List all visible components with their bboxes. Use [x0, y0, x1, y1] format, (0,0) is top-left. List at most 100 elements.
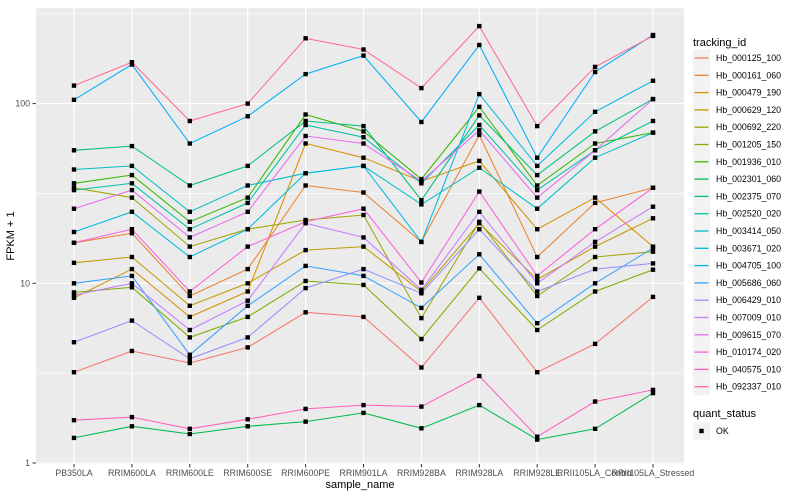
data-point — [477, 122, 482, 128]
data-point — [129, 209, 135, 214]
data-point — [71, 290, 77, 295]
data-point — [535, 434, 540, 439]
data-point — [477, 402, 482, 408]
data-point — [245, 244, 250, 249]
data-point — [303, 247, 308, 253]
data-point — [129, 172, 135, 178]
x-tick-label: RRIM600LA — [108, 468, 156, 478]
data-point — [71, 281, 77, 286]
data-point — [592, 141, 598, 146]
x-axis-title: sample_name — [325, 479, 394, 491]
data-point — [245, 163, 250, 169]
data-point — [361, 129, 366, 134]
data-point — [303, 141, 308, 146]
data-point — [477, 227, 482, 232]
data-point — [419, 179, 424, 184]
data-point — [187, 289, 192, 294]
data-point — [71, 418, 77, 423]
data-point — [303, 285, 308, 291]
data-point — [535, 293, 540, 299]
data-point — [592, 254, 598, 260]
data-point — [419, 202, 424, 207]
data-point — [245, 183, 250, 188]
data-point — [245, 417, 250, 422]
data-point — [592, 399, 598, 404]
data-point — [303, 133, 308, 139]
data-point — [535, 172, 540, 178]
data-point — [129, 414, 135, 420]
data-point — [592, 266, 598, 272]
data-point — [71, 181, 77, 186]
data-point — [535, 321, 540, 326]
legend-item-label: Hb_005686_060 — [716, 278, 781, 288]
data-point — [303, 406, 308, 412]
data-point — [535, 277, 540, 282]
data-point — [650, 294, 656, 300]
data-point — [71, 292, 77, 298]
legend-item-label: Hb_002520_020 — [716, 209, 781, 219]
data-point — [419, 305, 424, 311]
data-point — [303, 310, 308, 315]
data-point — [245, 266, 250, 272]
data-point — [361, 282, 366, 288]
data-point — [650, 216, 656, 221]
data-point — [187, 335, 192, 340]
data-point — [592, 69, 598, 75]
data-point — [245, 209, 250, 214]
legend-item-label: Hb_092337_010 — [716, 382, 781, 392]
legend-item-label: Hb_001936_010 — [716, 157, 781, 167]
data-point — [129, 187, 135, 193]
data-point — [650, 118, 656, 124]
data-point — [129, 231, 135, 236]
data-point — [361, 123, 366, 129]
legend-item-label: Hb_040575_010 — [716, 364, 781, 374]
data-point — [419, 287, 424, 292]
shape-legend-title: quant_status — [693, 408, 756, 420]
data-point — [71, 148, 77, 153]
data-point — [245, 303, 250, 308]
data-point — [71, 187, 77, 193]
data-point — [535, 273, 540, 279]
legend-item-label: Hb_007009_010 — [716, 313, 781, 323]
data-point — [477, 209, 482, 214]
data-point — [650, 185, 656, 190]
x-tick-label: RRIM901LA — [340, 468, 388, 478]
data-point — [535, 254, 540, 260]
data-point — [419, 239, 424, 245]
data-point — [303, 278, 308, 284]
data-point — [419, 336, 424, 342]
data-point — [187, 141, 192, 146]
data-point — [361, 47, 366, 52]
data-point — [477, 219, 482, 224]
data-point — [187, 183, 192, 188]
data-point — [477, 252, 482, 257]
data-point — [592, 64, 598, 70]
data-point — [535, 123, 540, 129]
data-point — [419, 198, 424, 203]
legend-item-label: Hb_003671_020 — [716, 243, 781, 253]
data-point — [535, 289, 540, 294]
x-tick-label: RRIM600PE — [281, 468, 330, 478]
y-tick-label: 10 — [20, 278, 30, 288]
data-point — [650, 130, 656, 135]
data-point — [129, 62, 135, 67]
data-point — [361, 163, 366, 169]
color-legend-title: tracking_id — [693, 37, 746, 49]
data-point — [419, 291, 424, 296]
data-point — [535, 206, 540, 211]
data-point — [592, 129, 598, 134]
data-point — [535, 195, 540, 200]
data-point — [245, 289, 250, 294]
data-point — [419, 315, 424, 321]
data-point — [245, 227, 250, 232]
data-point — [187, 209, 192, 214]
data-point — [129, 227, 135, 232]
data-point — [187, 352, 192, 357]
data-point — [187, 360, 192, 366]
data-point — [187, 293, 192, 299]
data-point — [71, 435, 77, 441]
data-point — [477, 158, 482, 164]
legend-item-label: Hb_002375_070 — [716, 191, 781, 201]
data-point — [245, 200, 250, 206]
